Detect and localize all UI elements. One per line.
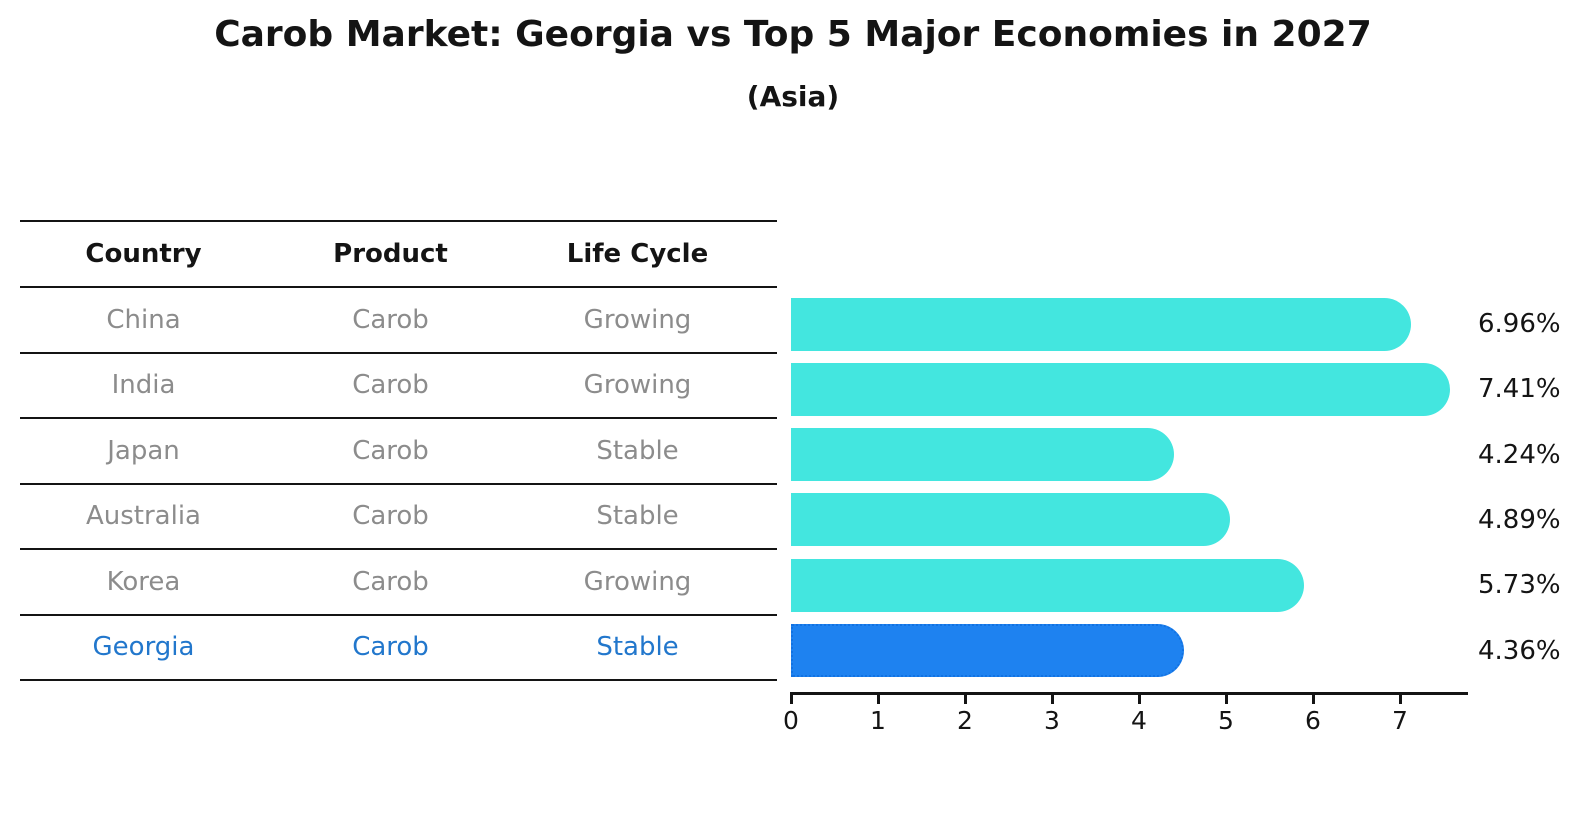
header-country: Country	[85, 239, 202, 269]
bar-value-label: 5.73%	[1478, 570, 1561, 601]
country-cell: Korea	[106, 566, 181, 597]
bar-georgia	[791, 624, 1185, 677]
x-axis-tick-label: 6	[1305, 706, 1321, 735]
country-cell: Georgia	[92, 632, 195, 663]
header-lifecycle: Life Cycle	[566, 239, 709, 269]
lifecycle-cell: Stable	[596, 632, 679, 663]
x-axis-tick	[1399, 692, 1402, 704]
product-cell: Carob	[352, 501, 429, 532]
x-axis-tick-label: 1	[870, 706, 886, 735]
bar-value-label: 4.24%	[1478, 439, 1561, 470]
x-axis-tick-label: 3	[1044, 706, 1060, 735]
bar-value-label: 4.89%	[1478, 504, 1561, 535]
country-cell: Australia	[85, 501, 201, 532]
x-axis-tick	[1312, 692, 1315, 704]
product-cell: Carob	[352, 304, 429, 335]
x-axis-tick-label: 5	[1218, 706, 1234, 735]
lifecycle-cell: Stable	[596, 435, 679, 466]
bar-value-label: 4.36%	[1478, 635, 1561, 666]
x-axis-line	[791, 692, 1468, 695]
table-row: Georgia Carob Stable	[20, 616, 777, 681]
bar-australia	[791, 493, 1231, 547]
table-row: Korea Carob Growing	[20, 550, 777, 616]
summary-table: Country Product Life Cycle China Carob Gro…	[20, 220, 777, 681]
x-axis-tick	[790, 692, 793, 704]
x-axis-tick-label: 2	[957, 706, 973, 735]
bar-india	[791, 362, 1450, 416]
table-row: Japan Carob Stable	[20, 419, 777, 485]
x-axis-tick	[877, 692, 880, 704]
bar-china	[791, 297, 1411, 351]
bar-japan	[791, 428, 1174, 482]
bar-korea	[791, 558, 1304, 612]
lifecycle-cell: Growing	[583, 566, 692, 597]
country-cell: India	[111, 370, 176, 401]
table-header-row: Country Product Life Cycle	[20, 220, 777, 288]
country-cell: Japan	[107, 435, 180, 466]
table-row: Australia Carob Stable	[20, 485, 777, 550]
product-cell: Carob	[352, 632, 429, 663]
country-cell: China	[106, 304, 181, 335]
bar-value-label: 6.96%	[1478, 309, 1561, 339]
chart-title: Carob Market: Georgia vs Top 5 Major Eco…	[214, 14, 1372, 55]
x-axis-tick-label: 4	[1131, 706, 1147, 735]
x-axis-tick	[1138, 692, 1141, 704]
table-row: India Carob Growing	[20, 354, 777, 419]
bar-value-label: 7.41%	[1478, 374, 1561, 405]
x-axis-tick	[1225, 692, 1228, 704]
x-axis-tick-label: 0	[783, 706, 799, 735]
table-body: China Carob Growing India Carob Growing Japan C…	[20, 288, 777, 681]
lifecycle-cell: Stable	[596, 501, 679, 532]
x-axis-tick	[964, 692, 967, 704]
product-cell: Carob	[352, 566, 429, 597]
product-cell: Carob	[352, 435, 429, 466]
x-axis-tick-label: 7	[1392, 706, 1408, 735]
product-cell: Carob	[352, 370, 429, 401]
table-row: China Carob Growing	[20, 288, 777, 354]
lifecycle-cell: Growing	[583, 370, 692, 401]
lifecycle-cell: Growing	[583, 304, 692, 335]
chart-subtitle: (Asia)	[746, 80, 840, 113]
header-product: Product	[333, 239, 448, 269]
x-axis-tick	[1051, 692, 1054, 704]
